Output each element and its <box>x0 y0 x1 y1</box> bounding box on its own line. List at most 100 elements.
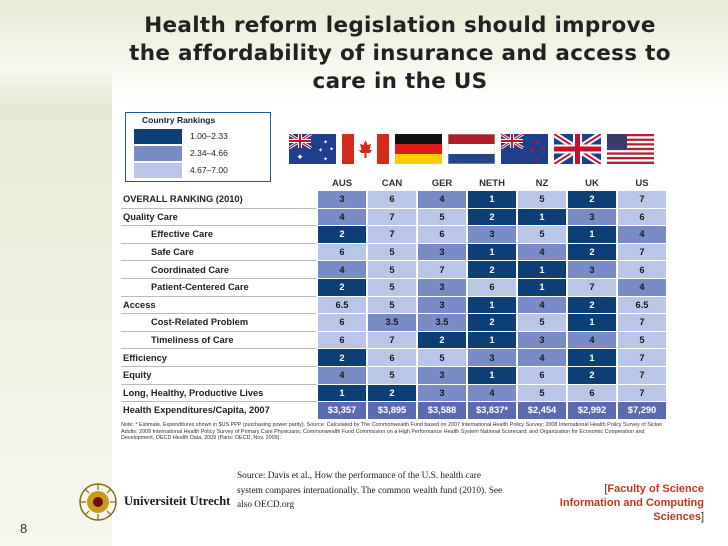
rank-cell: 5 <box>516 191 568 209</box>
column-header-us: US <box>635 178 649 189</box>
table-row: Health Expenditures/Capita, 2007 $3,357 $3… <box>121 401 668 419</box>
rank-cell: 4 <box>616 278 668 297</box>
rank-cell: 6 <box>366 191 418 209</box>
rank-cell: 2 <box>466 208 518 227</box>
row-label: Cost-Related Problem <box>121 313 317 332</box>
legend-title: Country Rankings <box>142 115 216 125</box>
rank-cell: 2 <box>466 313 518 332</box>
rank-cell: 5 <box>516 313 568 332</box>
rank-cell: 2 <box>366 384 418 403</box>
svg-text:✦: ✦ <box>329 146 334 153</box>
svg-text:✦: ✦ <box>323 156 328 163</box>
column-header-neth: NETH <box>479 178 505 189</box>
column-header-nz: NZ <box>535 178 549 189</box>
rank-cell: 3 <box>416 243 468 262</box>
rank-cell: 2 <box>316 278 368 297</box>
rank-cell: 2 <box>566 366 618 385</box>
rank-cell: 1 <box>566 225 618 244</box>
row-label: Efficiency <box>121 348 317 367</box>
rank-cell: 1 <box>466 366 518 385</box>
rank-cell: 6 <box>416 225 468 244</box>
rank-cell: 6.5 <box>616 296 668 315</box>
rank-cell: 6 <box>316 313 368 332</box>
netherlands-flag-icon <box>448 134 495 164</box>
rank-cell: 1 <box>316 384 368 403</box>
rank-cell: $3,357 <box>316 401 368 419</box>
germany-flag-icon <box>395 134 442 164</box>
rank-cell: 4 <box>316 208 368 227</box>
table-row: Access 6.5 5 3 1 4 2 6.5 <box>121 296 668 315</box>
table-row: Equity 4 5 3 1 6 2 7 <box>121 366 668 385</box>
rank-cell: 7 <box>566 278 618 297</box>
rank-cell: 1 <box>566 313 618 332</box>
row-label: Timeliness of Care <box>121 331 317 350</box>
table-row: Quality Care 4 7 5 2 1 3 6 <box>121 208 668 227</box>
table-row: Efficiency 2 6 5 3 4 1 7 <box>121 348 668 367</box>
slide-title-line-1: Health reform legislation should improve <box>144 13 656 38</box>
us-flag-icon <box>607 134 654 164</box>
rank-cell: 6 <box>516 366 568 385</box>
rank-cell: 7 <box>616 243 668 262</box>
legend-item: 4.67–7.00 <box>126 161 270 178</box>
rank-cell: 1 <box>466 191 518 209</box>
table-row: Long, Healthy, Productive Lives 1 2 3 4 5 6 7 <box>121 384 668 403</box>
table-body: OVERALL RANKING (2010) 3 6 4 1 5 2 7 Quality Car… <box>121 191 668 419</box>
legend-label: 2.34–4.66 <box>190 147 228 158</box>
rank-cell: 5 <box>416 208 468 227</box>
rank-cell: 7 <box>616 366 668 385</box>
university-name: Universiteit Utrecht <box>124 494 231 508</box>
rank-cell: 3.5 <box>416 313 468 332</box>
rank-cell: 7 <box>366 208 418 227</box>
rank-cell: 2 <box>566 296 618 315</box>
rank-cell: 3 <box>416 296 468 315</box>
row-label: Health Expenditures/Capita, 2007 <box>123 405 270 416</box>
rank-cell: 2 <box>416 331 468 350</box>
rank-cell: $7,290 <box>616 401 668 419</box>
rank-cell: 7 <box>616 348 668 367</box>
table-row: Effective Care 2 7 6 3 5 1 4 <box>121 225 668 244</box>
slide-background-top <box>0 0 728 100</box>
svg-text:✦: ✦ <box>323 139 328 146</box>
legend-swatch <box>134 145 182 161</box>
table-row: Patient-Centered Care 2 5 3 6 1 7 4 <box>121 278 668 297</box>
slide-title: Health reform legislation should improve… <box>100 12 700 96</box>
rank-cell: 2 <box>566 243 618 262</box>
rank-cell: 3 <box>566 208 618 227</box>
rank-cell: 5 <box>366 366 418 385</box>
slide-title-line-2: the affordability of insurance and acces… <box>129 41 671 66</box>
page-number: 8 <box>20 521 28 536</box>
country-flags: ✦ ✦ ✦ ✦ ✦ <box>289 134 660 164</box>
slide-title-line-3: care in the US <box>312 69 488 94</box>
rank-cell: 1 <box>566 348 618 367</box>
rank-cell: $3,588 <box>416 401 468 419</box>
rank-cell: 3 <box>416 366 468 385</box>
rank-cell: 4 <box>316 260 368 279</box>
rank-cell: 7 <box>366 225 418 244</box>
rank-cell: 5 <box>616 331 668 350</box>
rank-cell: 7 <box>616 313 668 332</box>
svg-text:★: ★ <box>534 138 540 146</box>
faculty-bracket-open: [ <box>604 483 608 495</box>
rank-cell: 5 <box>516 225 568 244</box>
row-label: Safe Care <box>121 243 317 262</box>
rank-cell: 2 <box>316 348 368 367</box>
column-header-uk: UK <box>585 178 599 189</box>
faculty-line-2: Information and Computing Sciences <box>559 497 704 523</box>
rank-cell: 1 <box>516 260 568 279</box>
table-row: Cost-Related Problem 6 3.5 3.5 2 5 1 7 <box>121 313 668 332</box>
australia-flag-icon: ✦ ✦ ✦ ✦ ✦ <box>289 134 336 164</box>
rank-cell: 1 <box>466 243 518 262</box>
rank-cell: 3 <box>516 331 568 350</box>
rank-cell: 4 <box>516 243 568 262</box>
country-ranking-figure: Country Rankings 1.00–2.33 2.34–4.66 4.6… <box>117 106 672 456</box>
rank-cell: 3 <box>466 225 518 244</box>
rank-cell: 2 <box>566 191 618 209</box>
row-label: Equity <box>121 366 317 385</box>
rank-cell: 6 <box>616 260 668 279</box>
rank-cell: $3,837* <box>466 401 518 419</box>
svg-text:★: ★ <box>534 156 540 164</box>
rank-cell: 6 <box>616 208 668 227</box>
rank-cell: 4 <box>516 296 568 315</box>
utrecht-university-seal-logo <box>78 482 118 522</box>
rank-cell: 3 <box>316 191 368 209</box>
